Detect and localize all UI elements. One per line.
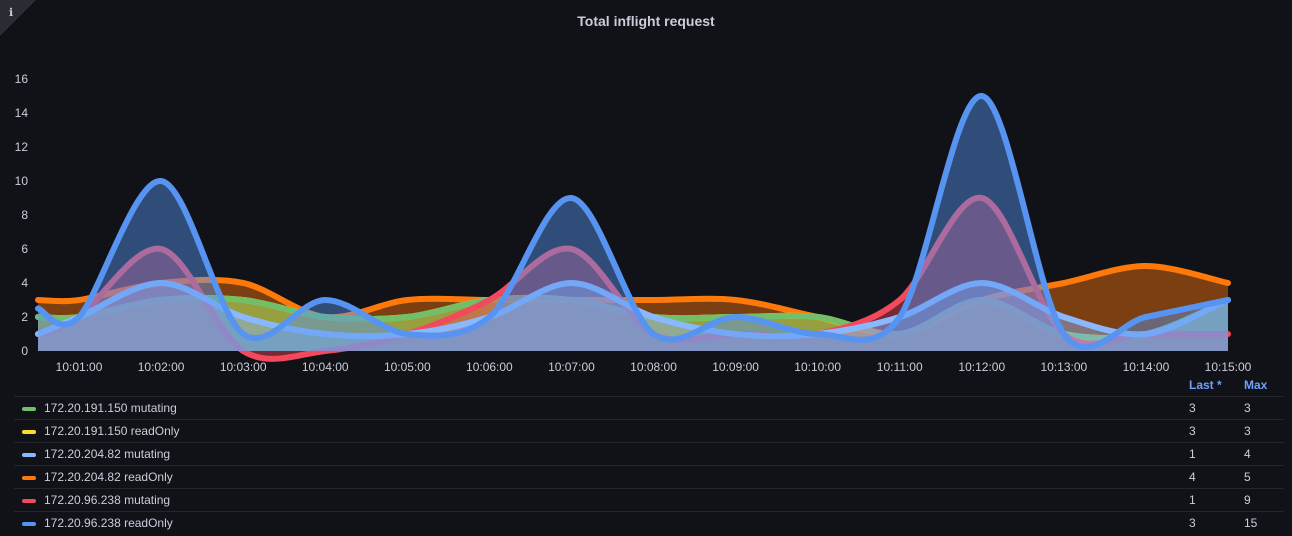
chart: 0 2 4 6 8 10 12 14 16 10:01:00 10:02:00 10:03:00 10:… [15, 72, 1252, 374]
legend-max-value: 3 [1244, 401, 1251, 415]
legend-swatch[interactable] [22, 499, 36, 503]
legend-row[interactable]: 172.20.96.238 readOnly 3 15 [14, 511, 1284, 534]
x-tick-label: 10:01:00 [56, 360, 103, 374]
series-area [38, 283, 1228, 351]
x-tick-label: 10:12:00 [958, 360, 1005, 374]
legend-max-value: 4 [1244, 447, 1251, 461]
legend-max-value: 9 [1244, 493, 1251, 507]
legend-series-name[interactable]: 172.20.191.150 mutating [44, 401, 177, 415]
legend-series-name[interactable]: 172.20.204.82 mutating [44, 447, 171, 461]
legend-last-value: 3 [1189, 401, 1196, 415]
legend-row[interactable]: 172.20.191.150 mutating 3 3 [14, 396, 1284, 419]
legend-swatch[interactable] [22, 476, 36, 480]
series-line [35, 280, 1231, 340]
legend-last-value: 3 [1189, 424, 1196, 438]
legend-swatch[interactable] [22, 453, 36, 457]
x-tick-label: 10:08:00 [630, 360, 677, 374]
info-corner-background [0, 0, 36, 36]
x-tick-label: 10:05:00 [384, 360, 431, 374]
legend-row[interactable]: 172.20.204.82 mutating 1 4 [14, 442, 1284, 465]
y-tick-label: 6 [21, 242, 28, 256]
legend-swatch[interactable] [22, 407, 36, 411]
legend-header-last[interactable]: Last * [1189, 378, 1222, 392]
panel-title: Total inflight request [577, 13, 715, 29]
legend-last-value: 1 [1189, 493, 1196, 507]
legend-last-value: 1 [1189, 447, 1196, 461]
y-tick-label: 2 [21, 310, 28, 324]
legend-max-value: 15 [1244, 516, 1258, 530]
x-tick-label: 10:10:00 [794, 360, 841, 374]
legend-row[interactable]: 172.20.204.82 readOnly 4 5 [14, 465, 1284, 488]
x-tick-label: 10:14:00 [1123, 360, 1170, 374]
legend-header: Last * Max [14, 376, 1284, 396]
x-tick-label: 10:11:00 [877, 360, 923, 374]
legend-row[interactable]: 172.20.191.150 readOnly 3 3 [14, 419, 1284, 442]
x-tick-label: 10:02:00 [138, 360, 185, 374]
info-icon[interactable]: ℹ [9, 6, 14, 19]
legend-series-name[interactable]: 172.20.191.150 readOnly [44, 424, 180, 438]
legend-swatch[interactable] [22, 430, 36, 434]
y-tick-label: 14 [15, 106, 29, 120]
legend-max-value: 5 [1244, 470, 1251, 484]
x-tick-label: 10:03:00 [220, 360, 267, 374]
series-area [38, 95, 1228, 351]
legend-series-name[interactable]: 172.20.96.238 readOnly [44, 516, 173, 530]
info-corner[interactable]: ℹ [0, 0, 36, 36]
y-tick-label: 0 [21, 344, 28, 358]
legend-header-max[interactable]: Max [1244, 378, 1268, 392]
x-tick-label: 10:04:00 [302, 360, 349, 374]
legend-series-name[interactable]: 172.20.96.238 mutating [44, 493, 171, 507]
legend-last-value: 3 [1189, 516, 1196, 530]
x-tick-label: 10:09:00 [712, 360, 759, 374]
y-tick-label: 4 [21, 276, 28, 290]
legend: Last * Max 172.20.191.150 mutating 3 3 172.… [14, 376, 1284, 534]
series-line [35, 194, 1231, 362]
y-tick-label: 8 [21, 208, 28, 222]
y-tick-label: 12 [15, 140, 29, 154]
series-line [35, 93, 1231, 351]
x-tick-label: 10:15:00 [1205, 360, 1252, 374]
y-tick-label: 16 [15, 72, 29, 86]
legend-row[interactable]: 172.20.96.238 mutating 1 9 [14, 488, 1284, 511]
x-tick-label: 10:06:00 [466, 360, 513, 374]
x-tick-label: 10:07:00 [548, 360, 595, 374]
series-line [35, 294, 1231, 342]
series-area [38, 197, 1228, 359]
y-tick-label: 10 [15, 174, 29, 188]
legend-max-value: 3 [1244, 424, 1251, 438]
legend-last-value: 4 [1189, 470, 1196, 484]
legend-swatch[interactable] [22, 522, 36, 526]
x-tick-label: 10:13:00 [1041, 360, 1088, 374]
legend-series-name[interactable]: 172.20.204.82 readOnly [44, 470, 173, 484]
